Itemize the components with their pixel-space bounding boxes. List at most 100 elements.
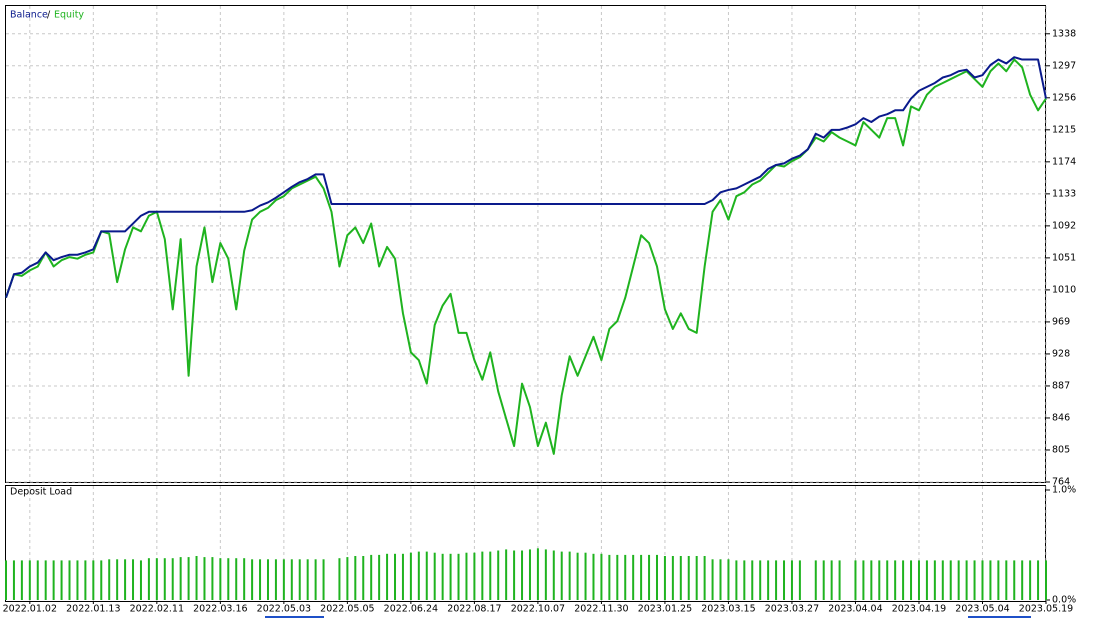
x-tick-label: 2022.02.11 bbox=[130, 604, 184, 615]
x-tick-label: 2023.05.19 bbox=[1019, 604, 1073, 615]
load-bar bbox=[838, 560, 841, 600]
y-tick-label: 764 bbox=[1052, 477, 1070, 488]
load-bar bbox=[640, 554, 643, 600]
load-bar bbox=[648, 554, 651, 600]
load-bar bbox=[378, 554, 381, 600]
load-bar bbox=[1005, 560, 1008, 600]
load-bar bbox=[775, 560, 778, 600]
load-bar bbox=[163, 558, 166, 600]
load-bar bbox=[20, 560, 23, 600]
load-bar bbox=[1037, 560, 1040, 600]
load-bar bbox=[441, 553, 444, 600]
load-bar bbox=[703, 556, 706, 600]
load-bar bbox=[290, 559, 293, 600]
load-bar bbox=[521, 550, 524, 600]
load-bar bbox=[616, 554, 619, 600]
x-tick-label: 2023.03.15 bbox=[701, 604, 755, 615]
load-bar bbox=[298, 559, 301, 600]
load-bar bbox=[751, 560, 754, 600]
load-bar bbox=[505, 549, 508, 600]
load-bar bbox=[719, 559, 722, 600]
load-bar bbox=[433, 552, 436, 600]
x-tick-label: 2023.04.04 bbox=[828, 604, 882, 615]
load-bar bbox=[965, 560, 968, 600]
legend-equity: Equity bbox=[54, 10, 84, 21]
load-bar bbox=[783, 560, 786, 600]
equity-line bbox=[5, 58, 1047, 455]
load-bar bbox=[1045, 560, 1047, 600]
x-tick-label: 2022.05.05 bbox=[320, 604, 374, 615]
load-bar bbox=[671, 556, 674, 600]
load-bar bbox=[536, 548, 539, 600]
y-tick-label: 805 bbox=[1052, 444, 1070, 455]
load-bar bbox=[870, 560, 873, 600]
load-bar bbox=[179, 557, 182, 600]
load-bar bbox=[449, 553, 452, 600]
load-bar bbox=[981, 560, 984, 600]
load-bar bbox=[417, 551, 420, 600]
load-bar bbox=[195, 556, 198, 600]
x-tick-label: 2022.03.16 bbox=[193, 604, 247, 615]
load-bar bbox=[568, 551, 571, 600]
legend-separator: / bbox=[47, 10, 51, 21]
load-panel-title: Deposit Load bbox=[10, 487, 72, 498]
load-bar bbox=[624, 554, 627, 600]
load-bar bbox=[425, 551, 428, 600]
x-tick-label: 2022.01.02 bbox=[3, 604, 57, 615]
load-bar bbox=[243, 558, 246, 600]
load-bar bbox=[933, 560, 936, 600]
y-tick-label: 1174 bbox=[1052, 156, 1076, 167]
load-bar bbox=[886, 560, 889, 600]
y-tick-label: 1297 bbox=[1052, 60, 1076, 71]
x-tick-label: 2023.03.27 bbox=[765, 604, 819, 615]
y-tick-label: 0.0% bbox=[1052, 595, 1076, 606]
balance-line bbox=[5, 56, 1047, 299]
load-bar bbox=[457, 553, 460, 600]
load-bar bbox=[36, 560, 39, 600]
load-bar bbox=[473, 552, 476, 600]
load-bar bbox=[695, 556, 698, 600]
load-bar bbox=[854, 560, 857, 600]
load-bar bbox=[663, 556, 666, 600]
load-bar bbox=[727, 559, 730, 600]
load-bar bbox=[139, 560, 142, 600]
load-bar bbox=[108, 559, 111, 600]
load-bar bbox=[187, 557, 190, 600]
load-bar bbox=[401, 553, 404, 600]
load-bar bbox=[552, 550, 555, 600]
load-bar bbox=[409, 552, 412, 600]
load-bar bbox=[560, 551, 563, 600]
load-bar bbox=[513, 550, 516, 600]
load-bar bbox=[481, 551, 484, 600]
load-bar bbox=[544, 549, 547, 600]
load-bar bbox=[655, 554, 658, 600]
x-tick-label: 2022.08.17 bbox=[447, 604, 501, 615]
load-bar bbox=[759, 560, 762, 600]
load-bar bbox=[44, 560, 47, 600]
load-bar bbox=[973, 560, 976, 600]
load-bar bbox=[910, 560, 913, 600]
load-bar bbox=[5, 560, 7, 600]
load-bar bbox=[878, 560, 881, 600]
load-bar bbox=[949, 560, 952, 600]
y-tick-label: 1051 bbox=[1052, 252, 1076, 263]
load-bar bbox=[735, 560, 738, 600]
load-bar bbox=[1013, 560, 1016, 600]
load-bar bbox=[822, 560, 825, 600]
load-bar bbox=[251, 559, 254, 600]
load-bar bbox=[346, 557, 349, 600]
load-bar bbox=[679, 556, 682, 600]
load-bar bbox=[259, 559, 262, 600]
x-tick-label: 2022.10.07 bbox=[511, 604, 565, 615]
load-bar bbox=[925, 560, 928, 600]
load-bar bbox=[266, 559, 269, 600]
load-bar bbox=[370, 554, 373, 600]
y-tick-label: 887 bbox=[1052, 380, 1070, 391]
load-bar bbox=[28, 560, 31, 600]
load-bar bbox=[314, 559, 317, 600]
load-bar bbox=[274, 559, 277, 600]
load-bar bbox=[394, 553, 397, 600]
load-bar bbox=[203, 557, 206, 600]
load-bar bbox=[894, 560, 897, 600]
